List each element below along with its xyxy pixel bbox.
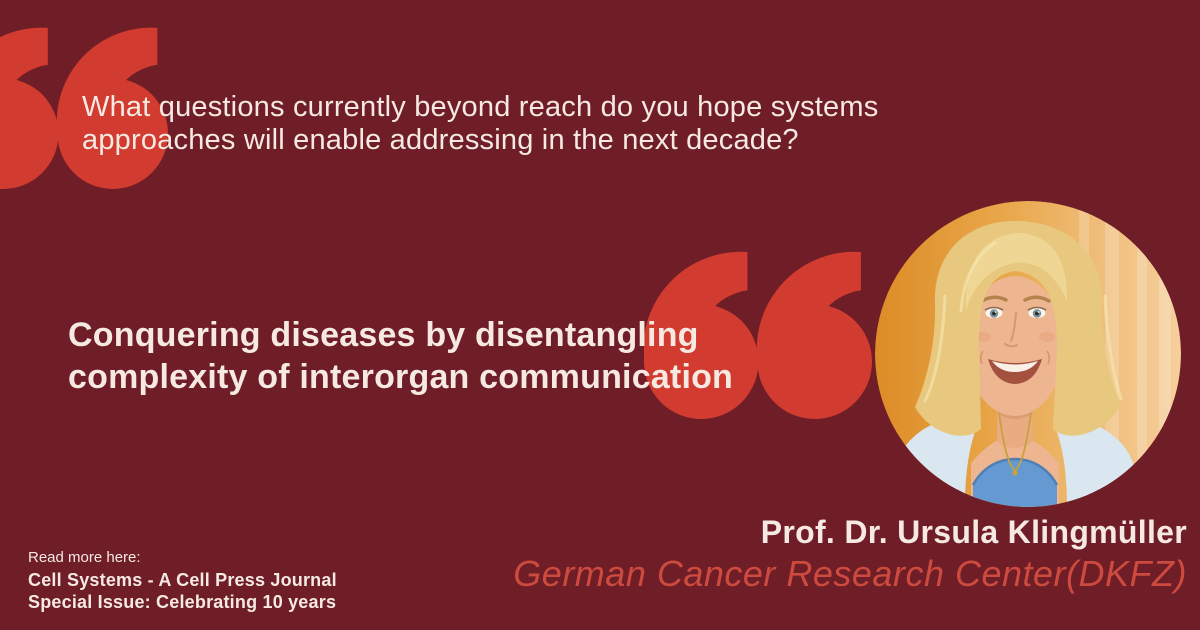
person-affiliation: German Cancer Research Center(DKFZ) — [513, 553, 1187, 594]
person-name: Prof. Dr. Ursula Klingmüller — [760, 514, 1187, 550]
question-text: What questions currently beyond reach do… — [82, 91, 878, 157]
question-line-2: approaches will enable addressing in the… — [82, 124, 799, 156]
portrait-photo — [875, 201, 1181, 507]
quote-text: Conquering diseases by disentangling com… — [68, 314, 733, 398]
quote-line-2: complexity of interorgan communication — [68, 358, 734, 396]
read-more-label: Read more here: — [28, 549, 141, 566]
quote-line-1: Conquering diseases by disentangling — [68, 316, 699, 354]
journal-name: Cell Systems - A Cell Press Journal — [28, 570, 337, 590]
special-issue-label: Special Issue: Celebrating 10 years — [28, 592, 337, 612]
open-quote-icon — [644, 251, 872, 419]
open-quote-icon — [0, 27, 168, 189]
footer-info: Read more here: Cell Systems - A Cell Pr… — [28, 549, 337, 613]
portrait-illustration — [875, 201, 1181, 507]
question-line-1: What questions currently beyond reach do… — [82, 91, 879, 123]
attribution: Prof. Dr. Ursula Klingmüller German Canc… — [513, 514, 1187, 594]
